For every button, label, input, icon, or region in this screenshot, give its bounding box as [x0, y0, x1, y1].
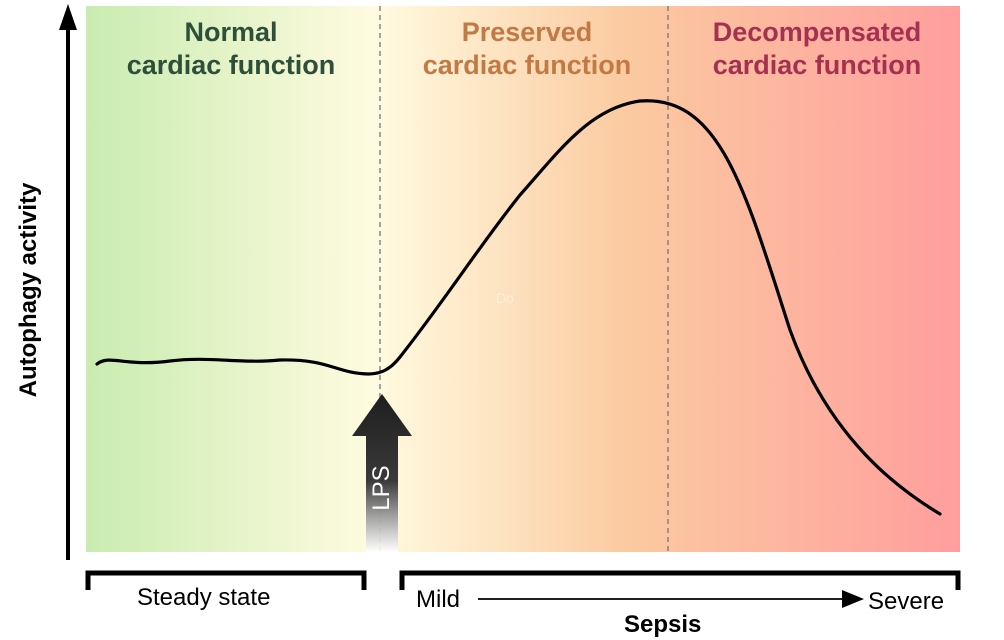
phase-title-normal-line2: cardiac function: [126, 50, 336, 80]
faint-watermark: Do: [496, 290, 514, 306]
sepsis-severe-label: Severe: [868, 588, 945, 615]
phase-title-preserved-line1: Preserved: [461, 17, 593, 47]
sepsis-mild-label: Mild: [416, 586, 461, 613]
lps-label: LPS: [368, 465, 395, 511]
phase-title-normal: Normal cardiac function: [96, 16, 366, 82]
phase-title-preserved: Preserved cardiac function: [392, 16, 662, 82]
y-axis-label: Autophagy activity: [15, 182, 42, 398]
autophagy-curve: [95, 99, 942, 516]
phase-title-normal-line1: Normal: [184, 17, 278, 47]
steady-state-label: Steady state: [137, 584, 271, 611]
phase-title-decompensated: Decompensated cardiac function: [676, 16, 958, 82]
phase-title-preserved-line2: cardiac function: [422, 50, 632, 80]
y-axis-arrowhead: [59, 4, 77, 30]
y-axis: [59, 4, 77, 560]
phase-title-decompensated-line1: Decompensated: [712, 17, 922, 47]
sepsis-bracket: [399, 570, 961, 590]
sepsis-label: Sepsis: [624, 611, 702, 638]
background-gradient: [86, 6, 960, 552]
severity-arrow: [478, 590, 864, 608]
steady-state-bracket: [85, 570, 367, 590]
lps-arrow: [352, 394, 412, 552]
phase-title-decompensated-line2: cardiac function: [712, 50, 922, 80]
